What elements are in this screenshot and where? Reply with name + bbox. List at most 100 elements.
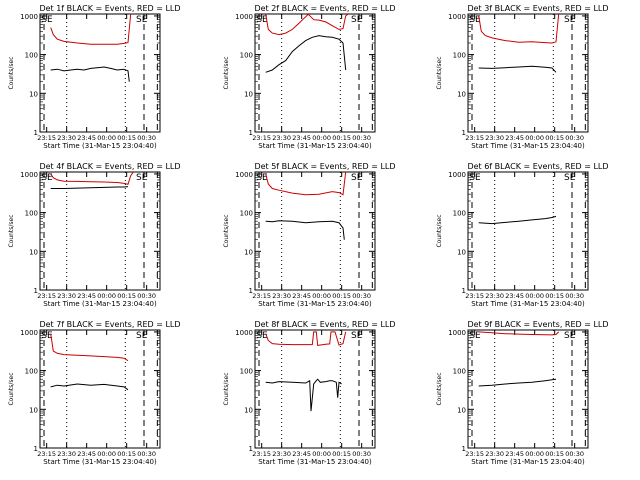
x-tick-label: 23:30 xyxy=(485,134,504,142)
x-tick-label: 23:30 xyxy=(485,292,504,300)
marker-se-right: SE xyxy=(564,331,576,341)
x-tick-label: 23:15 xyxy=(252,450,271,458)
x-tick-label: 00:30 xyxy=(137,134,156,142)
chart-title: Det 1f BLACK = Events, RED = LLD xyxy=(39,4,180,13)
y-axis-label: Counts/sec xyxy=(8,56,15,89)
x-tick-label: 00:00 xyxy=(525,292,544,300)
marker-se-left: SE xyxy=(41,173,53,183)
y-axis-label: Counts/sec xyxy=(223,56,230,89)
y-axis-label: Counts/sec xyxy=(8,214,15,247)
y-axis-label: Counts/sec xyxy=(436,372,443,405)
marker-se-left: SE xyxy=(256,15,268,25)
x-tick-label: 00:15 xyxy=(545,134,564,142)
x-tick-label: 23:45 xyxy=(505,450,524,458)
chart-panel-5: Det 5f BLACK = Events, RED = LLD Counts/s… xyxy=(223,162,396,308)
x-tick-label: 00:30 xyxy=(352,292,371,300)
y-tick-label: 10 xyxy=(29,406,38,414)
events-series-line xyxy=(478,215,557,225)
y-tick-label: 1 xyxy=(34,445,38,453)
y-tick-label: 10 xyxy=(244,90,253,98)
marker-se-left: SE xyxy=(469,15,481,25)
plot-frame xyxy=(254,13,376,133)
x-tick-label: 23:15 xyxy=(37,134,56,142)
x-tick-label: 00:00 xyxy=(312,292,331,300)
x-tick-label: 00:00 xyxy=(525,450,544,458)
y-tick-label: 10 xyxy=(29,90,38,98)
plot-frame xyxy=(39,13,161,133)
chart-panel-6: Det 6f BLACK = Events, RED = LLD Counts/s… xyxy=(436,162,609,308)
x-tick-label: 23:45 xyxy=(505,292,524,300)
x-tick-label: 00:00 xyxy=(312,450,331,458)
x-tick-label: 23:15 xyxy=(465,292,484,300)
x-tick-label: 00:00 xyxy=(97,450,116,458)
x-tick-label: 00:00 xyxy=(525,134,544,142)
x-axis-label: Start Time (31-Mar-15 23:04:40) xyxy=(471,300,585,308)
x-tick-label: 23:30 xyxy=(272,292,291,300)
marker-se-right: SE xyxy=(136,173,148,183)
y-tick-label: 1000 xyxy=(448,171,466,179)
x-tick-label: 00:30 xyxy=(137,292,156,300)
x-tick-label: 23:15 xyxy=(465,450,484,458)
marker-se-right: SE xyxy=(351,15,363,25)
chart-panel-9: Det 9f BLACK = Events, RED = LLD Counts/s… xyxy=(436,320,609,466)
y-tick-label: 100 xyxy=(240,368,253,376)
marker-se-right: SE xyxy=(564,173,576,183)
marker-se-left: SE xyxy=(469,331,481,341)
y-tick-label: 100 xyxy=(453,368,466,376)
x-tick-label: 23:15 xyxy=(37,450,56,458)
x-axis-label: Start Time (31-Mar-15 23:04:40) xyxy=(471,458,585,466)
x-axis-label: Start Time (31-Mar-15 23:04:40) xyxy=(43,458,157,466)
y-axis-label: Counts/sec xyxy=(436,214,443,247)
x-axis-label: Start Time (31-Mar-15 23:04:40) xyxy=(258,142,372,150)
marker-se-right: SE xyxy=(136,15,148,25)
x-tick-label: 23:45 xyxy=(77,450,96,458)
x-tick-label: 00:00 xyxy=(97,292,116,300)
marker-se-right: SE xyxy=(136,331,148,341)
y-tick-label: 100 xyxy=(453,210,466,218)
plot-frame xyxy=(467,329,589,449)
x-axis-label: Start Time (31-Mar-15 23:04:40) xyxy=(258,300,372,308)
y-axis-label: Counts/sec xyxy=(223,214,230,247)
plot-frame xyxy=(254,171,376,291)
y-tick-label: 1000 xyxy=(235,13,253,21)
x-tick-label: 23:30 xyxy=(272,450,291,458)
lld-series-line xyxy=(265,171,347,196)
y-tick-label: 1000 xyxy=(20,13,38,21)
x-axis-label: Start Time (31-Mar-15 23:04:40) xyxy=(43,142,157,150)
x-tick-label: 00:15 xyxy=(117,450,136,458)
lld-series-line xyxy=(478,331,560,336)
x-tick-label: 23:30 xyxy=(57,450,76,458)
y-tick-label: 1 xyxy=(462,445,466,453)
x-tick-label: 00:30 xyxy=(352,134,371,142)
marker-se-left: SE xyxy=(256,331,268,341)
events-series-line xyxy=(265,220,345,240)
chart-panel-7: Det 7f BLACK = Events, RED = LLD Counts/s… xyxy=(8,320,181,466)
y-tick-label: 1 xyxy=(462,129,466,137)
chart-title: Det 3f BLACK = Events, RED = LLD xyxy=(467,4,608,13)
x-tick-label: 23:30 xyxy=(57,292,76,300)
marker-se-left: SE xyxy=(41,15,53,25)
x-tick-label: 23:45 xyxy=(292,134,311,142)
x-tick-label: 00:30 xyxy=(352,450,371,458)
y-tick-label: 1000 xyxy=(448,13,466,21)
y-axis-label: Counts/sec xyxy=(436,56,443,89)
chart-panel-2: Det 2f BLACK = Events, RED = LLD Counts/s… xyxy=(223,4,396,150)
x-tick-label: 00:15 xyxy=(332,292,351,300)
y-tick-label: 1 xyxy=(249,445,253,453)
x-tick-label: 00:15 xyxy=(332,134,351,142)
lld-series-line xyxy=(265,331,347,346)
events-series-line xyxy=(50,383,129,391)
plot-frame xyxy=(39,329,161,449)
chart-title: Det 2f BLACK = Events, RED = LLD xyxy=(254,4,395,13)
x-tick-label: 23:45 xyxy=(505,134,524,142)
chart-title: Det 7f BLACK = Events, RED = LLD xyxy=(39,320,180,329)
x-tick-label: 00:15 xyxy=(117,292,136,300)
y-tick-label: 100 xyxy=(25,52,38,60)
events-series-line xyxy=(478,378,557,387)
lld-series-line xyxy=(50,13,132,45)
y-tick-label: 10 xyxy=(244,248,253,256)
plot-frame xyxy=(467,171,589,291)
x-tick-label: 00:30 xyxy=(565,450,584,458)
chart-panel-3: Det 3f BLACK = Events, RED = LLD Counts/s… xyxy=(436,4,609,150)
lld-series-line xyxy=(50,333,129,362)
